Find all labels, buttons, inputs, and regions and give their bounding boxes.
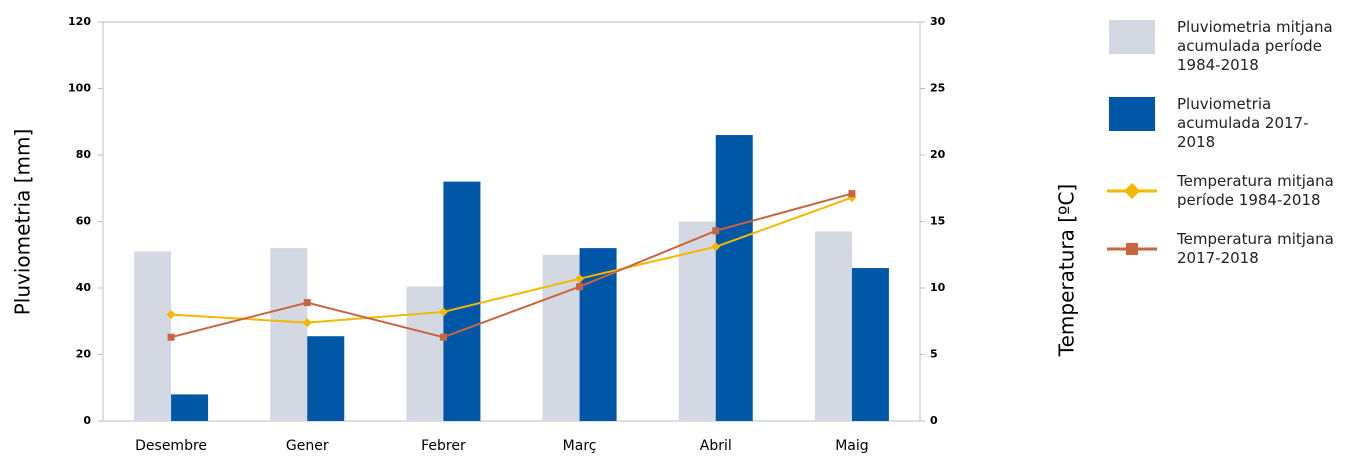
y2-axis-title: Temperatura [ºC]	[1055, 184, 1079, 357]
marker	[576, 283, 584, 291]
legend-item: Temperatura mitjana període 1984-2018	[1105, 172, 1345, 210]
x-tick-label: Desembre	[135, 438, 207, 454]
legend-label: Temperatura mitjana període 1984-2018	[1177, 172, 1334, 209]
bar	[406, 286, 444, 421]
y-tick-label: 120	[68, 15, 91, 28]
y2-tick-label: 5	[930, 348, 938, 361]
y2-tick-label: 15	[930, 215, 945, 228]
bar	[270, 248, 308, 421]
y2-tick-label: 20	[930, 148, 946, 161]
y-tick-label: 0	[83, 414, 91, 427]
y-tick-label: 20	[76, 348, 92, 361]
legend-label: Pluviometria mitjana acumulada període 1…	[1177, 18, 1333, 74]
x-tick-label: Maig	[835, 438, 868, 454]
y2-tick-label: 25	[930, 82, 945, 95]
swatch-marker	[1124, 183, 1140, 199]
legend: Pluviometria mitjana acumulada període 1…	[1105, 18, 1345, 288]
legend-swatch	[1109, 97, 1155, 131]
chart: Pluviometria [mm] 0 20 40 60 80 100 120 0 5 10 15 2…	[11, 15, 946, 454]
bar	[134, 251, 172, 421]
bar	[171, 394, 209, 421]
legend-label: Pluviometria acumulada 2017-2018	[1177, 95, 1309, 151]
marker	[167, 333, 175, 341]
bar	[814, 231, 852, 421]
y-tick-label: 60	[76, 215, 92, 228]
marker	[438, 307, 448, 317]
marker	[712, 227, 720, 235]
legend-item: Pluviometria mitjana acumulada període 1…	[1105, 18, 1345, 75]
marker	[303, 299, 311, 307]
marker	[439, 333, 447, 341]
legend-swatch	[1109, 20, 1155, 54]
legend-swatch	[1107, 183, 1157, 199]
legend-item: Pluviometria acumulada 2017-2018	[1105, 95, 1345, 152]
swatch	[1109, 20, 1155, 54]
y2-tick-label: 30	[930, 15, 946, 28]
swatch-marker	[1126, 243, 1138, 255]
y2-tick-label: 0	[930, 414, 938, 427]
x-tick-label: Abril	[700, 438, 732, 454]
marker	[166, 310, 176, 320]
bar	[307, 336, 345, 421]
x-tick-label: Febrer	[421, 438, 466, 454]
line	[170, 192, 853, 339]
legend-label: Temperatura mitjana 2017-2018	[1177, 230, 1334, 267]
marker	[302, 318, 312, 328]
x-tick-label: Gener	[286, 438, 329, 454]
bar	[443, 181, 481, 421]
marker	[848, 190, 856, 198]
swatch	[1109, 97, 1155, 131]
marker	[711, 242, 721, 252]
marker	[575, 274, 585, 284]
y-tick-label: 100	[68, 82, 91, 95]
y-tick-label: 40	[76, 281, 92, 294]
bar	[851, 268, 889, 421]
plot-frame	[102, 21, 921, 422]
y-tick-label: 80	[76, 148, 92, 161]
y2-tick-label: 10	[930, 281, 946, 294]
y-axis-title: Pluviometria [mm]	[11, 129, 35, 316]
bar	[715, 135, 753, 422]
line	[171, 196, 853, 324]
legend-item: Temperatura mitjana 2017-2018	[1105, 230, 1345, 268]
legend-swatch	[1107, 243, 1157, 255]
x-tick-label: Març	[563, 438, 597, 454]
